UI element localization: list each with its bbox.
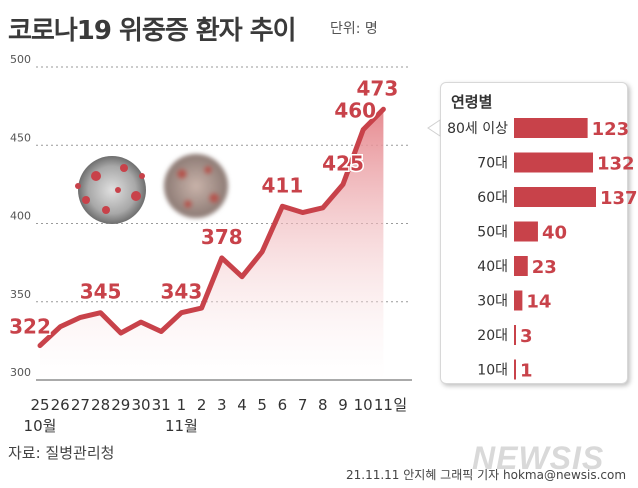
x-axis: 25 26 27 28 29 30 31 1 2 3 4 5 6 7 8 9 10 11 일 10월 11월 bbox=[24, 379, 412, 435]
data-label: 345 bbox=[80, 280, 122, 304]
y-tick-label: 300 bbox=[10, 366, 31, 379]
x-unit-label: 일 bbox=[393, 396, 407, 414]
x-tick-label: 31 bbox=[152, 396, 171, 414]
x-tick-label: 4 bbox=[237, 396, 247, 414]
virus-icon bbox=[75, 156, 146, 224]
area-fill bbox=[40, 109, 384, 380]
y-tick-label: 500 bbox=[10, 53, 31, 66]
x-tick-label: 10 bbox=[354, 396, 373, 414]
x-tick-label: 28 bbox=[91, 396, 110, 414]
data-label: 343 bbox=[161, 280, 203, 304]
data-label: 425 bbox=[322, 151, 364, 175]
bar-value-label: 1 bbox=[520, 361, 533, 382]
bar-category-label: 40대 bbox=[477, 259, 508, 275]
bar-value-label: 14 bbox=[526, 292, 551, 313]
bar-value-label: 3 bbox=[520, 326, 533, 347]
data-label: 378 bbox=[201, 225, 243, 249]
bar bbox=[514, 118, 588, 138]
bar-category-label: 70대 bbox=[477, 156, 508, 172]
bar-value-label: 137 bbox=[600, 188, 638, 209]
y-tick-label: 350 bbox=[10, 288, 31, 301]
bar bbox=[514, 325, 516, 345]
x-group-label: 11월 bbox=[165, 417, 198, 435]
data-label: 473 bbox=[357, 76, 399, 100]
bar-value-label: 132 bbox=[597, 154, 635, 175]
source-label: 자료: 질병관리청 bbox=[8, 444, 115, 462]
x-tick-label: 9 bbox=[338, 396, 348, 414]
x-tick-label: 29 bbox=[111, 396, 130, 414]
x-tick-label: 5 bbox=[257, 396, 267, 414]
bar-category-label: 30대 bbox=[477, 294, 508, 310]
line-series bbox=[37, 106, 386, 349]
x-group-label: 10월 bbox=[24, 417, 57, 435]
x-tick-label: 11 bbox=[374, 396, 393, 414]
y-tick-label: 400 bbox=[10, 210, 31, 223]
bar bbox=[514, 359, 516, 380]
credit-line: 21.11.11 안지혜 그래픽 기자 hokma@newsis.com bbox=[346, 468, 627, 482]
chart-title: 코로나19 위중증 환자 추이 bbox=[8, 16, 297, 46]
bar-category-label: 20대 bbox=[477, 328, 508, 344]
bar bbox=[514, 290, 523, 311]
data-label: 460 bbox=[334, 99, 376, 123]
bar bbox=[514, 221, 538, 242]
newsis-logo: NEWSIS bbox=[472, 440, 605, 476]
data-label: 322 bbox=[9, 315, 51, 339]
bar bbox=[514, 152, 594, 173]
x-tick-label: 27 bbox=[71, 396, 90, 414]
virus-illustrations bbox=[75, 154, 228, 224]
bar bbox=[514, 187, 596, 207]
x-tick-label: 1 bbox=[177, 396, 187, 414]
bar-value-label: 123 bbox=[592, 119, 630, 140]
y-tick-label: 450 bbox=[10, 131, 31, 144]
x-tick-label: 6 bbox=[278, 396, 288, 414]
x-tick-label: 25 bbox=[30, 396, 49, 414]
panel-pointer bbox=[427, 119, 441, 137]
bar-category-label: 60대 bbox=[477, 190, 508, 206]
trend-line bbox=[37, 106, 386, 349]
panel-title: 연령별 bbox=[451, 93, 493, 111]
unit-label: 단위: 명 bbox=[330, 21, 378, 37]
bar bbox=[514, 256, 528, 276]
bar-category-label: 10대 bbox=[477, 363, 508, 379]
bar-value-label: 40 bbox=[542, 223, 567, 244]
x-tick-label: 8 bbox=[318, 396, 328, 414]
x-tick-label: 7 bbox=[298, 396, 308, 414]
data-label: 411 bbox=[262, 173, 304, 197]
x-tick-label: 3 bbox=[217, 396, 227, 414]
bar-category-label: 80세 이상 bbox=[447, 121, 508, 137]
virus-icon-blurred bbox=[164, 154, 228, 218]
x-tick-label: 2 bbox=[197, 396, 207, 414]
x-tick-label: 26 bbox=[51, 396, 70, 414]
area-series bbox=[40, 109, 384, 380]
bar-category-label: 50대 bbox=[477, 225, 508, 241]
bar-value-label: 23 bbox=[532, 257, 557, 278]
x-tick-label: 30 bbox=[131, 396, 150, 414]
